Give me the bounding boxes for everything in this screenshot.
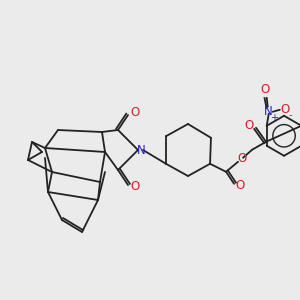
Text: O: O	[130, 181, 140, 194]
Text: O: O	[130, 106, 140, 119]
Text: +: +	[270, 113, 278, 123]
Text: O: O	[280, 103, 289, 116]
Text: O: O	[244, 119, 254, 132]
Text: N: N	[136, 143, 146, 157]
Text: O: O	[236, 179, 245, 192]
Text: O: O	[237, 152, 247, 165]
Text: N: N	[264, 105, 273, 118]
Text: -: -	[289, 110, 292, 120]
Text: O: O	[260, 83, 269, 96]
